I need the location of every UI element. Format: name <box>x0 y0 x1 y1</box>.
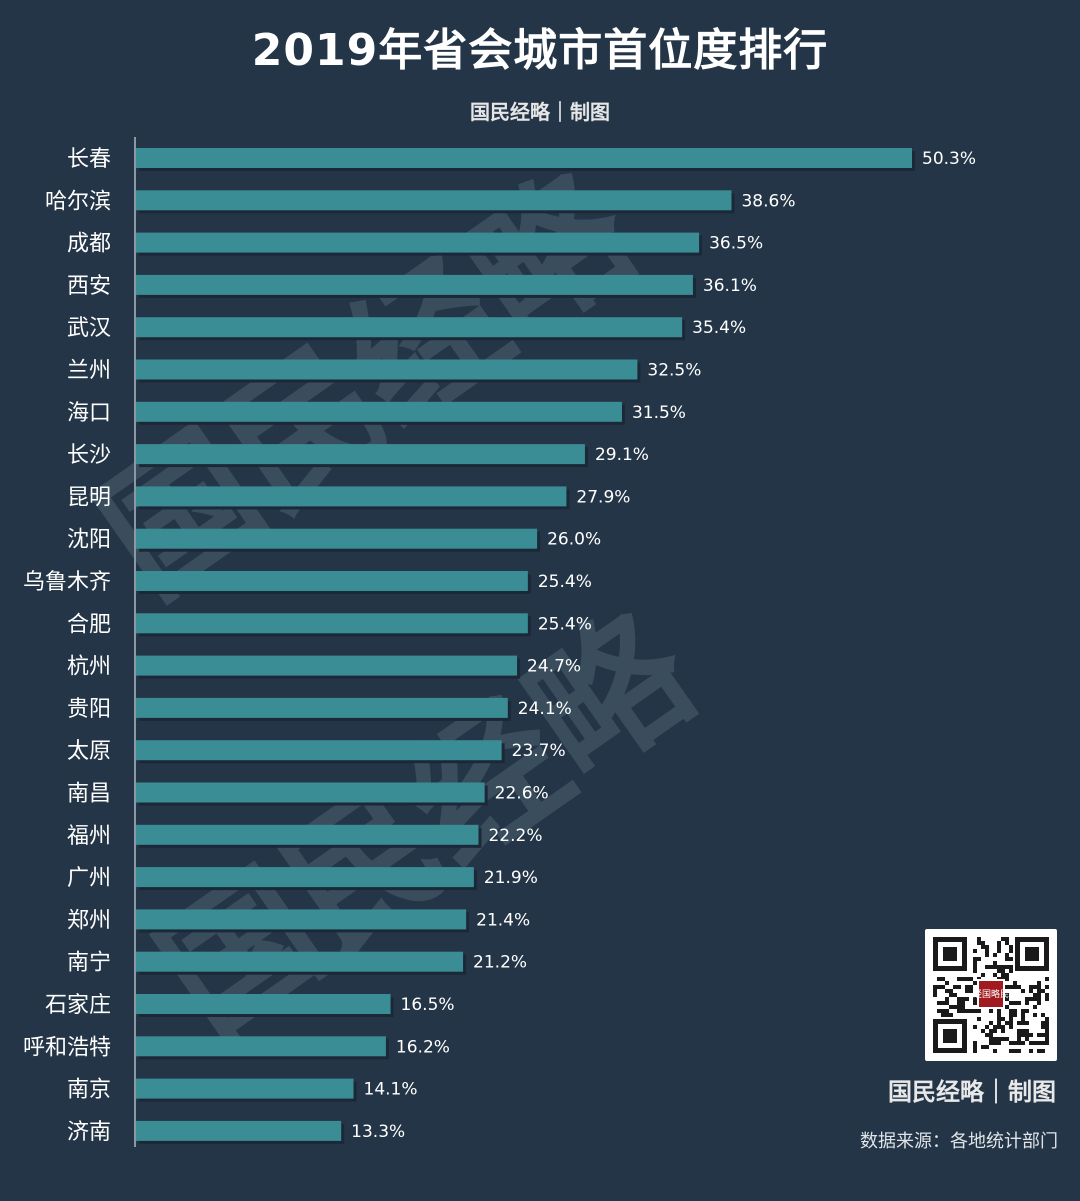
value-label: 23.7% <box>512 741 566 761</box>
value-label: 32.5% <box>647 361 701 381</box>
bar-太原 <box>136 740 502 761</box>
category-label: 济南 <box>67 1120 111 1145</box>
category-label: 呼和浩特 <box>23 1035 111 1060</box>
bar-呼和浩特 <box>136 1036 386 1057</box>
bar-长沙 <box>136 444 585 465</box>
bar-乌鲁木齐 <box>136 571 528 591</box>
bar-海口 <box>136 401 622 422</box>
value-label: 21.2% <box>473 953 527 973</box>
category-label: 南京 <box>67 1078 111 1103</box>
value-label: 36.1% <box>703 276 757 296</box>
bar-贵阳 <box>136 697 508 718</box>
bar-南宁 <box>136 951 464 972</box>
value-label: 50.3% <box>922 149 976 169</box>
bar-杭州 <box>136 655 518 676</box>
bar-石家庄 <box>136 994 391 1014</box>
bar-武汉 <box>136 317 683 338</box>
category-label: 乌鲁木齐 <box>23 570 111 595</box>
value-label: 21.9% <box>484 868 538 888</box>
value-label: 22.6% <box>495 784 549 804</box>
value-label: 22.2% <box>488 826 542 846</box>
value-label: 29.1% <box>595 445 649 465</box>
category-label: 合肥 <box>67 612 111 637</box>
category-label: 海口 <box>67 401 111 426</box>
chart-subtitle: 国民经略｜制图 <box>470 100 610 124</box>
qr-code-image: 经国略民 <box>933 937 1049 1053</box>
bar-昆明 <box>136 486 567 507</box>
category-label: 贵阳 <box>67 697 111 722</box>
bar-南昌 <box>136 782 485 803</box>
value-label: 38.6% <box>741 191 795 211</box>
category-label: 杭州 <box>67 655 111 680</box>
value-label: 24.7% <box>527 657 581 677</box>
value-label: 16.2% <box>396 1037 450 1057</box>
footer-brand: 国民经略｜制图 <box>888 1077 1056 1106</box>
bar-沈阳 <box>136 528 538 549</box>
category-label: 石家庄 <box>45 993 111 1018</box>
qr-logo <box>979 981 1003 1007</box>
category-label: 昆明 <box>67 485 111 510</box>
bar-郑州 <box>136 909 467 930</box>
bar-成都 <box>136 232 700 253</box>
footer-source: 数据来源：各地统计部门 <box>860 1131 1058 1152</box>
bar-兰州 <box>136 359 638 380</box>
bar-哈尔滨 <box>136 190 732 211</box>
value-label: 13.3% <box>351 1122 405 1142</box>
category-label: 兰州 <box>67 359 111 384</box>
value-label: 26.0% <box>547 530 601 550</box>
category-label: 西安 <box>67 274 111 299</box>
value-label: 21.4% <box>476 910 530 930</box>
bar-长春 <box>136 148 912 168</box>
category-label: 成都 <box>67 232 111 257</box>
bar-济南 <box>136 1120 342 1141</box>
value-label: 16.5% <box>401 995 455 1015</box>
category-label: 南宁 <box>67 951 111 976</box>
chart-title: 2019年省会城市首位度排行 <box>251 25 829 76</box>
value-label: 25.4% <box>538 614 592 634</box>
bars-group: 长春 50.3% 哈尔滨 38.6% 成都 36.5% 西安 36.1% 武汉 35.4% 兰州 32… <box>23 147 976 1145</box>
category-label: 长春 <box>67 147 111 172</box>
bar-合肥 <box>136 613 528 634</box>
value-label: 35.4% <box>692 318 746 338</box>
bar-福州 <box>136 824 479 845</box>
value-label: 31.5% <box>632 403 686 423</box>
category-label: 哈尔滨 <box>45 189 111 214</box>
category-label: 广州 <box>67 866 111 891</box>
category-label: 南昌 <box>67 782 111 807</box>
category-label: 福州 <box>67 824 111 849</box>
bar-广州 <box>136 867 474 888</box>
value-label: 27.9% <box>576 487 630 507</box>
category-label: 郑州 <box>67 908 111 933</box>
value-label: 25.4% <box>538 572 592 592</box>
bar-西安 <box>136 274 693 295</box>
value-label: 36.5% <box>709 234 763 254</box>
value-label: 24.1% <box>518 699 572 719</box>
value-label: 14.1% <box>364 1080 418 1100</box>
qr-code: 经国略民 <box>925 929 1057 1061</box>
category-label: 太原 <box>67 739 111 764</box>
bar-南京 <box>136 1078 354 1099</box>
qr-logo-text: 经国略民 <box>973 988 1009 1000</box>
category-label: 沈阳 <box>67 528 111 553</box>
category-label: 长沙 <box>67 443 111 468</box>
category-label: 武汉 <box>67 316 111 341</box>
